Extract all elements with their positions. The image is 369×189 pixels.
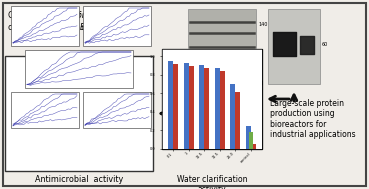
Bar <box>11 6 79 46</box>
Bar <box>246 126 251 149</box>
Bar <box>25 50 133 88</box>
Bar <box>83 92 151 128</box>
Bar <box>162 49 262 149</box>
Bar <box>268 9 320 84</box>
Bar <box>183 63 189 149</box>
Text: Moringa oleifera: Moringa oleifera <box>70 11 135 20</box>
Text: Antimicrobial  activity: Antimicrobial activity <box>35 175 123 184</box>
Bar <box>249 132 253 149</box>
Bar <box>189 66 194 149</box>
Text: Large-scale protein
production using
bioreactors for
industrial applications: Large-scale protein production using bio… <box>270 99 356 139</box>
Bar <box>188 9 256 94</box>
Bar <box>199 65 204 149</box>
Text: 60: 60 <box>258 81 264 86</box>
Text: E. coli: E. coli <box>80 23 104 32</box>
Bar <box>5 56 153 171</box>
Bar <box>251 144 256 149</box>
Bar <box>215 67 220 149</box>
Text: coagulant protein in: coagulant protein in <box>8 23 92 32</box>
Bar <box>220 71 225 149</box>
Bar <box>11 92 79 128</box>
Text: Water clarification
activity: Water clarification activity <box>177 175 247 189</box>
Bar <box>204 67 209 149</box>
Bar <box>230 84 235 149</box>
Bar <box>83 6 151 46</box>
Text: 140: 140 <box>258 22 268 27</box>
Text: Overexpression of: Overexpression of <box>8 11 84 20</box>
Text: 60: 60 <box>322 43 328 47</box>
Bar <box>168 61 173 149</box>
Bar <box>173 64 178 149</box>
Bar <box>235 92 241 149</box>
